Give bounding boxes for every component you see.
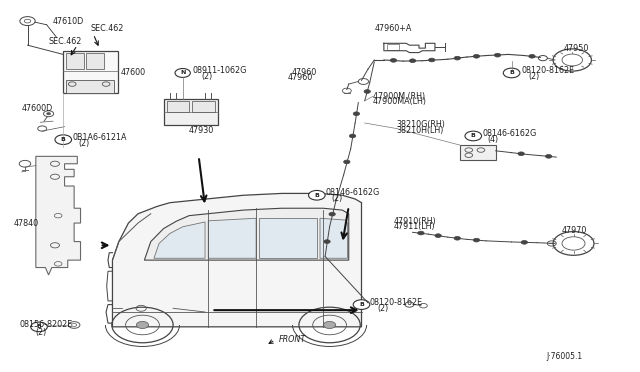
Circle shape <box>308 190 325 200</box>
Circle shape <box>323 321 336 328</box>
Text: (2): (2) <box>202 72 213 81</box>
Bar <box>164 99 218 125</box>
Text: 47610D: 47610D <box>53 17 84 26</box>
Circle shape <box>454 236 461 240</box>
Bar <box>66 53 84 69</box>
Text: 08156-8202E: 08156-8202E <box>20 321 73 330</box>
Text: 47950: 47950 <box>564 44 589 53</box>
Circle shape <box>136 321 148 328</box>
Text: J·76005.1: J·76005.1 <box>547 352 583 361</box>
Circle shape <box>353 112 360 116</box>
Circle shape <box>529 54 535 58</box>
Bar <box>461 145 495 160</box>
Polygon shape <box>36 156 81 275</box>
Text: 47960+A: 47960+A <box>374 24 412 33</box>
Text: FRONT: FRONT <box>278 335 306 344</box>
Text: SEC.462: SEC.462 <box>49 37 82 46</box>
Circle shape <box>454 56 461 60</box>
Polygon shape <box>113 193 362 327</box>
Circle shape <box>364 90 371 93</box>
Circle shape <box>503 68 520 78</box>
Circle shape <box>494 53 500 57</box>
Text: 08146-6162G: 08146-6162G <box>325 188 380 197</box>
Polygon shape <box>154 222 205 258</box>
Polygon shape <box>145 208 349 260</box>
Circle shape <box>465 131 481 141</box>
Circle shape <box>418 231 424 235</box>
Bar <box>387 44 399 49</box>
Circle shape <box>410 59 416 62</box>
Text: 0B1A6-6121A: 0B1A6-6121A <box>73 132 127 142</box>
Text: 47930: 47930 <box>189 126 214 135</box>
Text: B: B <box>36 324 42 329</box>
Bar <box>192 101 214 112</box>
Bar <box>67 80 115 93</box>
Circle shape <box>390 58 397 62</box>
Circle shape <box>353 300 370 310</box>
Text: 47910(RH): 47910(RH) <box>394 217 436 226</box>
Text: 38210G(RH): 38210G(RH) <box>397 121 445 129</box>
Circle shape <box>435 234 442 237</box>
Text: 47911(LH): 47911(LH) <box>394 222 435 231</box>
Text: (2): (2) <box>528 72 540 81</box>
Text: 08120-8162E: 08120-8162E <box>521 66 574 75</box>
Text: 08120-8162E: 08120-8162E <box>370 298 423 307</box>
Circle shape <box>349 134 356 138</box>
Bar <box>167 101 189 112</box>
Text: B: B <box>61 137 66 142</box>
Circle shape <box>473 54 479 58</box>
Text: (2): (2) <box>79 139 90 148</box>
Circle shape <box>473 238 479 242</box>
Circle shape <box>31 322 47 332</box>
Bar <box>86 53 104 69</box>
Circle shape <box>55 135 72 144</box>
Text: 47900M (RH): 47900M (RH) <box>373 92 425 101</box>
Polygon shape <box>208 218 256 258</box>
Text: B: B <box>471 134 476 138</box>
Circle shape <box>329 212 335 216</box>
Text: (2): (2) <box>332 195 343 203</box>
Text: 47960: 47960 <box>288 73 314 82</box>
Text: 08911-1062G: 08911-1062G <box>192 66 246 75</box>
Text: (2): (2) <box>36 328 47 337</box>
Text: 47840: 47840 <box>13 219 38 228</box>
Text: 47600: 47600 <box>121 68 146 77</box>
Text: 38210H(LH): 38210H(LH) <box>397 126 444 135</box>
Polygon shape <box>320 218 348 258</box>
Text: 47600D: 47600D <box>21 104 52 113</box>
Text: (2): (2) <box>378 304 388 313</box>
Circle shape <box>521 240 527 244</box>
Text: B: B <box>509 70 514 76</box>
Circle shape <box>429 58 435 62</box>
Text: 08146-6162G: 08146-6162G <box>482 129 536 138</box>
Circle shape <box>324 240 330 243</box>
Text: 47960: 47960 <box>291 68 317 77</box>
Circle shape <box>518 152 524 155</box>
Polygon shape <box>259 218 317 258</box>
Text: 47970: 47970 <box>561 226 587 235</box>
Circle shape <box>175 68 190 77</box>
Bar <box>63 51 118 93</box>
Circle shape <box>47 113 51 115</box>
Text: N: N <box>180 70 186 76</box>
Circle shape <box>545 154 552 158</box>
Text: 47900MA(LH): 47900MA(LH) <box>373 97 427 106</box>
Circle shape <box>344 160 350 164</box>
Text: SEC.462: SEC.462 <box>90 24 124 33</box>
Text: B: B <box>359 302 364 307</box>
Text: B: B <box>314 193 319 198</box>
Text: (4): (4) <box>487 135 499 144</box>
